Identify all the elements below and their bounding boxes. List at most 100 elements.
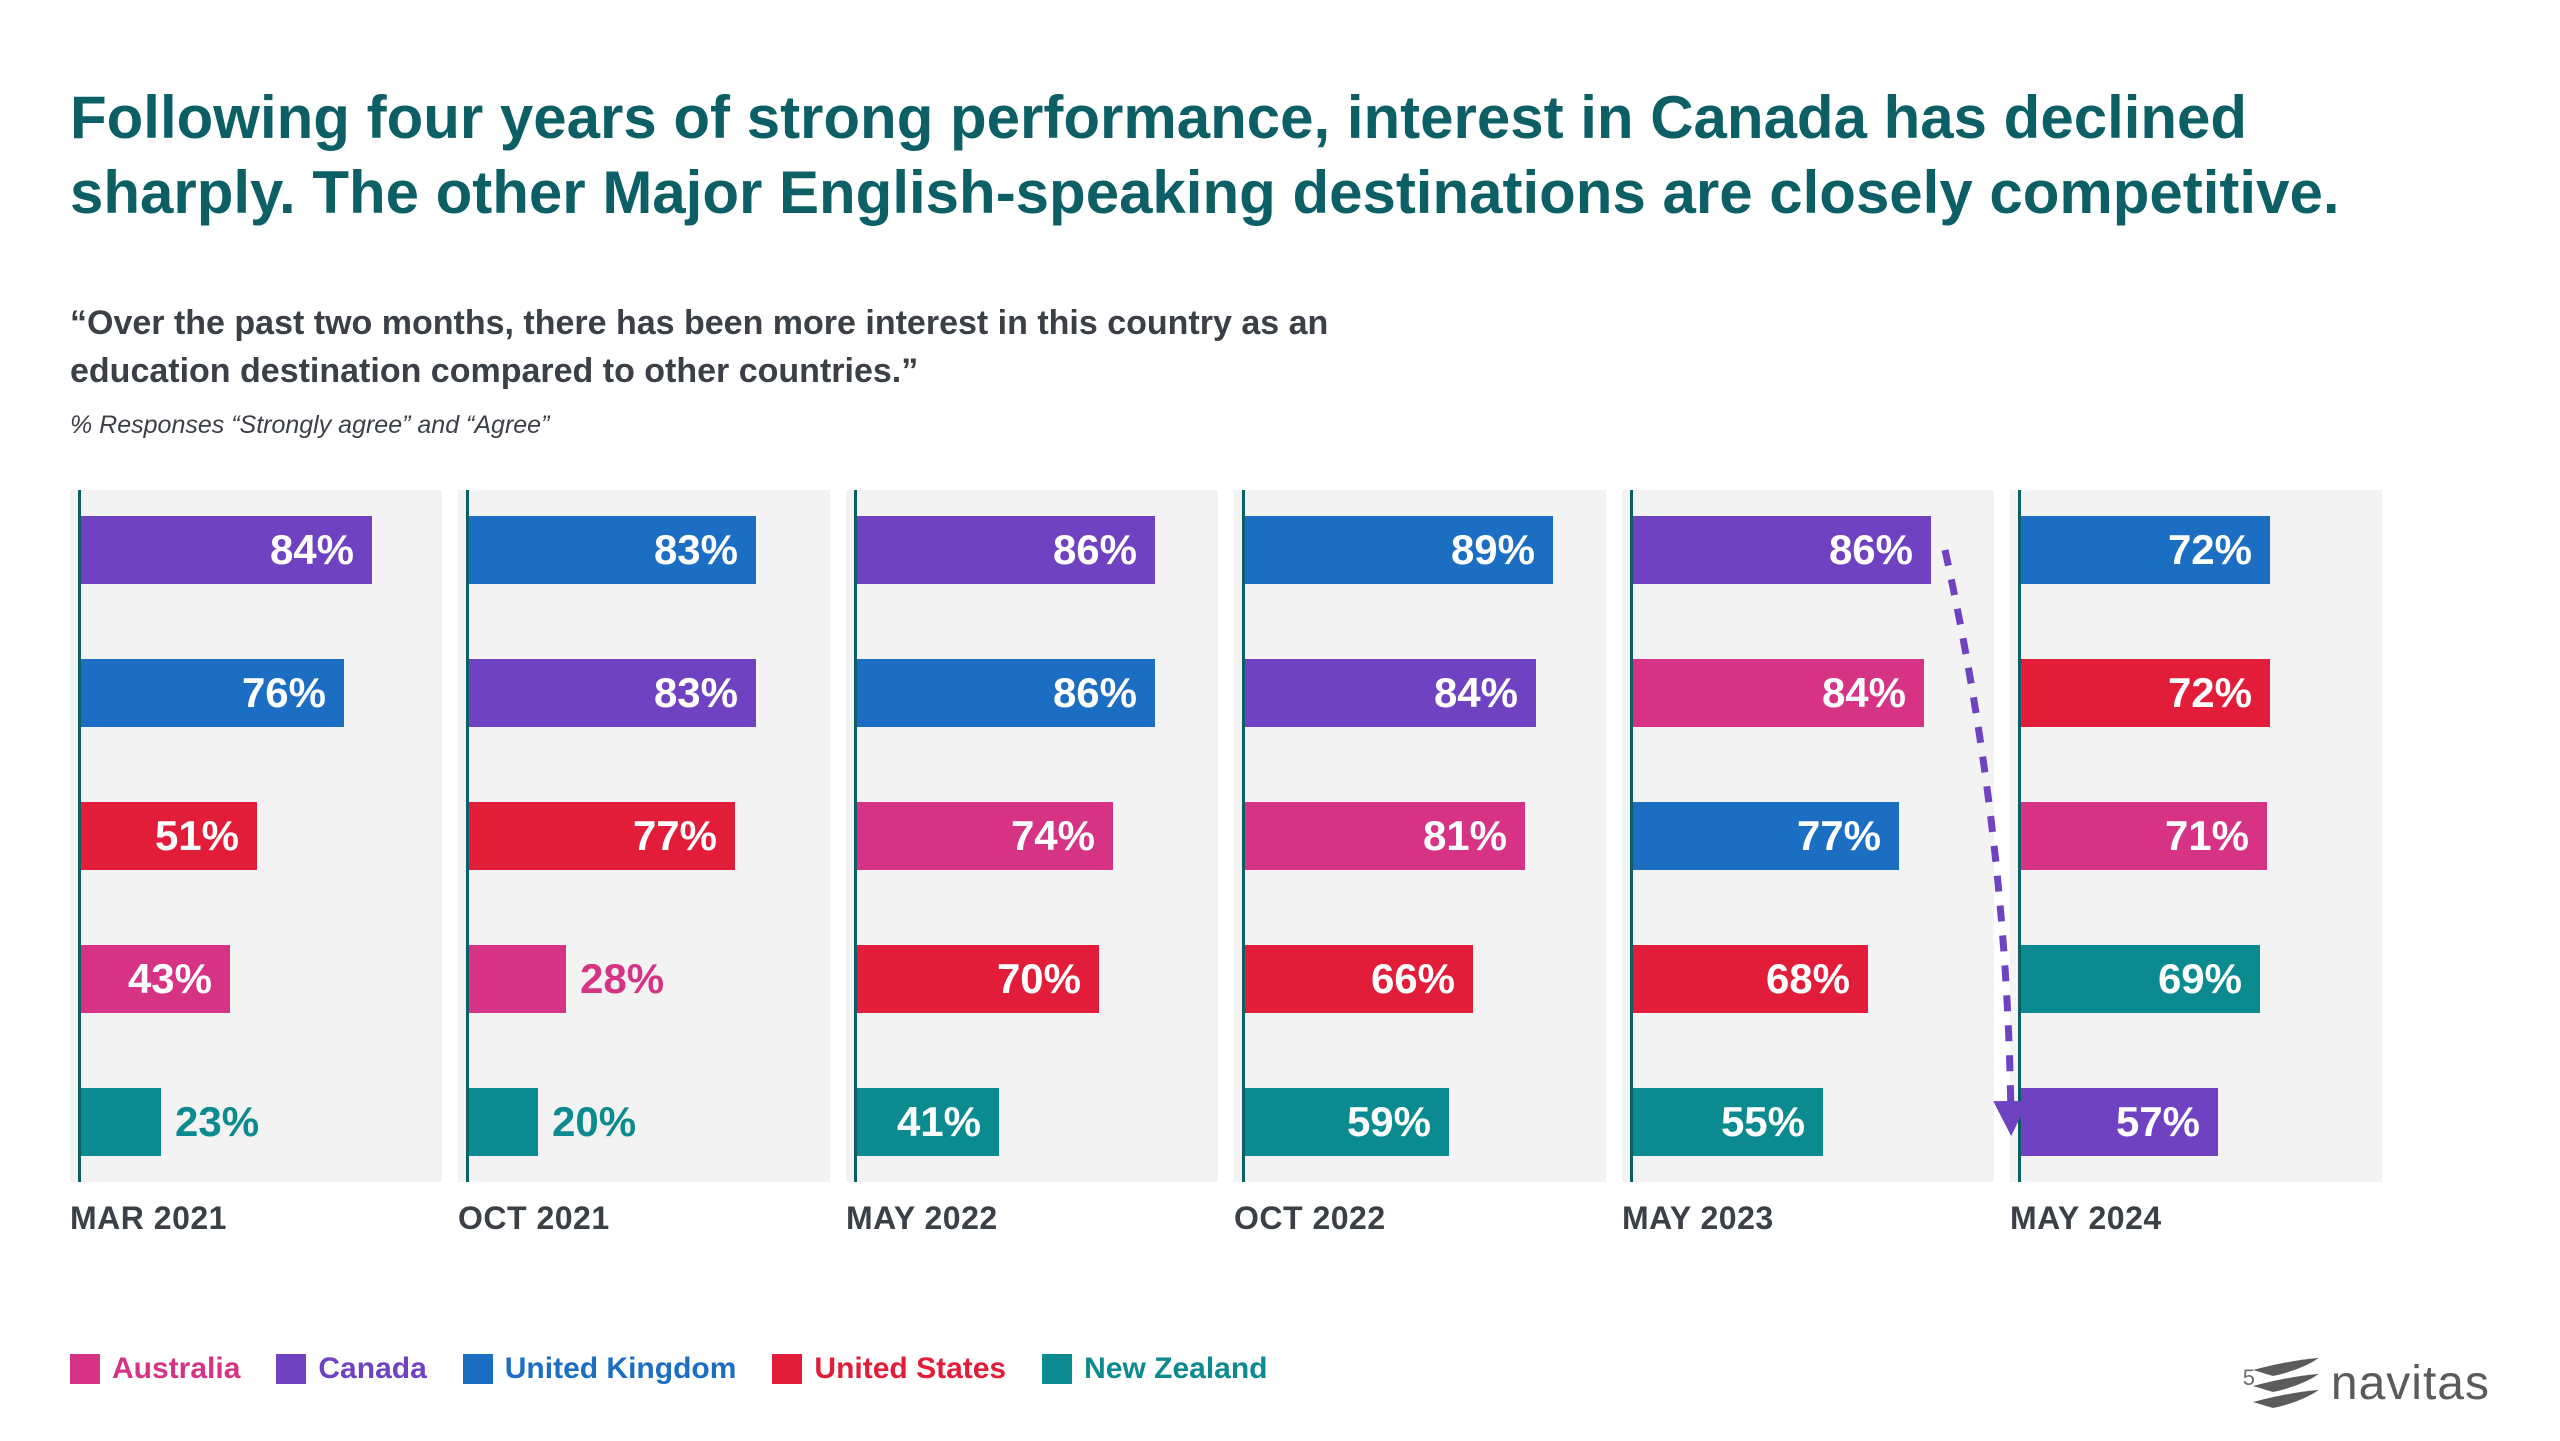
bar-value-label: 77% bbox=[469, 812, 735, 860]
bar-value-label: 55% bbox=[1633, 1098, 1823, 1146]
panel-period-label: MAR 2021 bbox=[70, 1200, 442, 1237]
bar-value-label: 86% bbox=[1633, 526, 1931, 574]
bar-fill bbox=[469, 1088, 538, 1156]
slide-title: Following four years of strong performan… bbox=[70, 80, 2420, 230]
bar-value-label: 71% bbox=[2021, 812, 2267, 860]
bar-slot: 84% bbox=[1245, 653, 1606, 733]
chart-panel: 83% 83% 77% 28% 20% OCT 2021 bbox=[458, 490, 830, 1237]
legend-label: New Zealand bbox=[1084, 1352, 1267, 1386]
bar-slot: 83% bbox=[469, 510, 830, 590]
bars-container: 83% 83% 77% 28% 20% bbox=[469, 510, 830, 1162]
legend-swatch bbox=[70, 1354, 100, 1384]
chart-panel-body: 89% 84% 81% 66% 59% bbox=[1234, 490, 1606, 1182]
panel-period-label: OCT 2022 bbox=[1234, 1200, 1606, 1237]
bar-slot: 72% bbox=[2021, 510, 2382, 590]
bar-slot: 57% bbox=[2021, 1082, 2382, 1162]
bar-value-label: 77% bbox=[1633, 812, 1899, 860]
bar-value-label: 74% bbox=[857, 812, 1113, 860]
bar-value-label: 51% bbox=[81, 812, 257, 860]
bar-slot: 28% bbox=[469, 939, 830, 1019]
chart-panel: 72% 72% 71% 69% 57% MAY 2024 bbox=[2010, 490, 2382, 1237]
bar-value-label: 89% bbox=[1245, 526, 1553, 574]
brand-wing-icon bbox=[2251, 1356, 2321, 1411]
bar-slot: 23% bbox=[81, 1082, 442, 1162]
bar-value-label: 66% bbox=[1245, 955, 1473, 1003]
panel-period-label: MAY 2023 bbox=[1622, 1200, 1994, 1237]
legend: AustraliaCanadaUnited KingdomUnited Stat… bbox=[70, 1352, 1268, 1386]
bar-slot: 86% bbox=[1633, 510, 1994, 590]
bar-value-label: 83% bbox=[469, 526, 756, 574]
bar-value-label: 84% bbox=[1245, 669, 1536, 717]
bar-slot: 77% bbox=[469, 796, 830, 876]
survey-subnote: % Responses “Strongly agree” and “Agree” bbox=[70, 411, 2490, 440]
bar-value-label: 70% bbox=[857, 955, 1099, 1003]
chart-panel-body: 84% 76% 51% 43% 23% bbox=[70, 490, 442, 1182]
bar-value-label: 69% bbox=[2021, 955, 2260, 1003]
bar-slot: 71% bbox=[2021, 796, 2382, 876]
chart-panel-body: 86% 86% 74% 70% 41% bbox=[846, 490, 1218, 1182]
bar-slot: 43% bbox=[81, 939, 442, 1019]
survey-question: “Over the past two months, there has bee… bbox=[70, 300, 1470, 395]
chart-panel: 86% 86% 74% 70% 41% MAY 2022 bbox=[846, 490, 1218, 1237]
chart-panel-body: 83% 83% 77% 28% 20% bbox=[458, 490, 830, 1182]
bar-slot: 41% bbox=[857, 1082, 1218, 1162]
survey-question-block: “Over the past two months, there has bee… bbox=[70, 300, 2490, 440]
legend-swatch bbox=[1042, 1354, 1072, 1384]
bar-slot: 77% bbox=[1633, 796, 1994, 876]
bar-fill bbox=[469, 945, 566, 1013]
bar-value-label: 86% bbox=[857, 526, 1155, 574]
bar-value-label: 28% bbox=[580, 955, 664, 1003]
bars-container: 86% 86% 74% 70% 41% bbox=[857, 510, 1218, 1162]
bar-slot: 72% bbox=[2021, 653, 2382, 733]
bars-container: 72% 72% 71% 69% 57% bbox=[2021, 510, 2382, 1162]
bar-value-label: 68% bbox=[1633, 955, 1868, 1003]
bar-value-label: 57% bbox=[2021, 1098, 2218, 1146]
bar-slot: 66% bbox=[1245, 939, 1606, 1019]
bar-slot: 86% bbox=[857, 653, 1218, 733]
bars-container: 84% 76% 51% 43% 23% bbox=[81, 510, 442, 1162]
bar-value-label: 23% bbox=[175, 1098, 259, 1146]
chart-panel: 89% 84% 81% 66% 59% OCT 2022 bbox=[1234, 490, 1606, 1237]
chart-panel: 86% 84% 77% 68% 55% MAY 2023 bbox=[1622, 490, 1994, 1237]
bar-slot: 86% bbox=[857, 510, 1218, 590]
bar-value-label: 72% bbox=[2021, 669, 2270, 717]
bar-value-label: 83% bbox=[469, 669, 756, 717]
legend-label: United Kingdom bbox=[505, 1352, 737, 1386]
bar-slot: 20% bbox=[469, 1082, 830, 1162]
bar-slot: 84% bbox=[1633, 653, 1994, 733]
panel-period-label: OCT 2021 bbox=[458, 1200, 830, 1237]
slide: Following four years of strong performan… bbox=[0, 0, 2560, 1441]
panel-period-label: MAY 2022 bbox=[846, 1200, 1218, 1237]
charts-row: 84% 76% 51% 43% 23% MAR 2021 83% 83% 77% 28% 20% OC… bbox=[70, 490, 2490, 1237]
bar-value-label: 84% bbox=[81, 526, 372, 574]
legend-label: Australia bbox=[112, 1352, 240, 1386]
bar-value-label: 72% bbox=[2021, 526, 2270, 574]
brand-logo: navitas bbox=[2251, 1356, 2490, 1411]
bar-slot: 68% bbox=[1633, 939, 1994, 1019]
bar-slot: 70% bbox=[857, 939, 1218, 1019]
bar-slot: 51% bbox=[81, 796, 442, 876]
bar-slot: 84% bbox=[81, 510, 442, 590]
panel-period-label: MAY 2024 bbox=[2010, 1200, 2382, 1237]
chart-panel: 84% 76% 51% 43% 23% MAR 2021 bbox=[70, 490, 442, 1237]
legend-item: Australia bbox=[70, 1352, 240, 1386]
bar-value-label: 59% bbox=[1245, 1098, 1449, 1146]
chart-panel-body: 86% 84% 77% 68% 55% bbox=[1622, 490, 1994, 1182]
bar-slot: 55% bbox=[1633, 1082, 1994, 1162]
bar-slot: 74% bbox=[857, 796, 1218, 876]
legend-item: United Kingdom bbox=[463, 1352, 737, 1386]
bar-slot: 89% bbox=[1245, 510, 1606, 590]
legend-item: New Zealand bbox=[1042, 1352, 1267, 1386]
bar-value-label: 20% bbox=[552, 1098, 636, 1146]
chart-panel-body: 72% 72% 71% 69% 57% bbox=[2010, 490, 2382, 1182]
bar-value-label: 81% bbox=[1245, 812, 1525, 860]
bar-value-label: 84% bbox=[1633, 669, 1924, 717]
bar-slot: 83% bbox=[469, 653, 830, 733]
bar-slot: 76% bbox=[81, 653, 442, 733]
bar-value-label: 86% bbox=[857, 669, 1155, 717]
bar-value-label: 43% bbox=[81, 955, 230, 1003]
legend-item: United States bbox=[772, 1352, 1006, 1386]
bar-value-label: 41% bbox=[857, 1098, 999, 1146]
bar-slot: 69% bbox=[2021, 939, 2382, 1019]
bar-slot: 81% bbox=[1245, 796, 1606, 876]
